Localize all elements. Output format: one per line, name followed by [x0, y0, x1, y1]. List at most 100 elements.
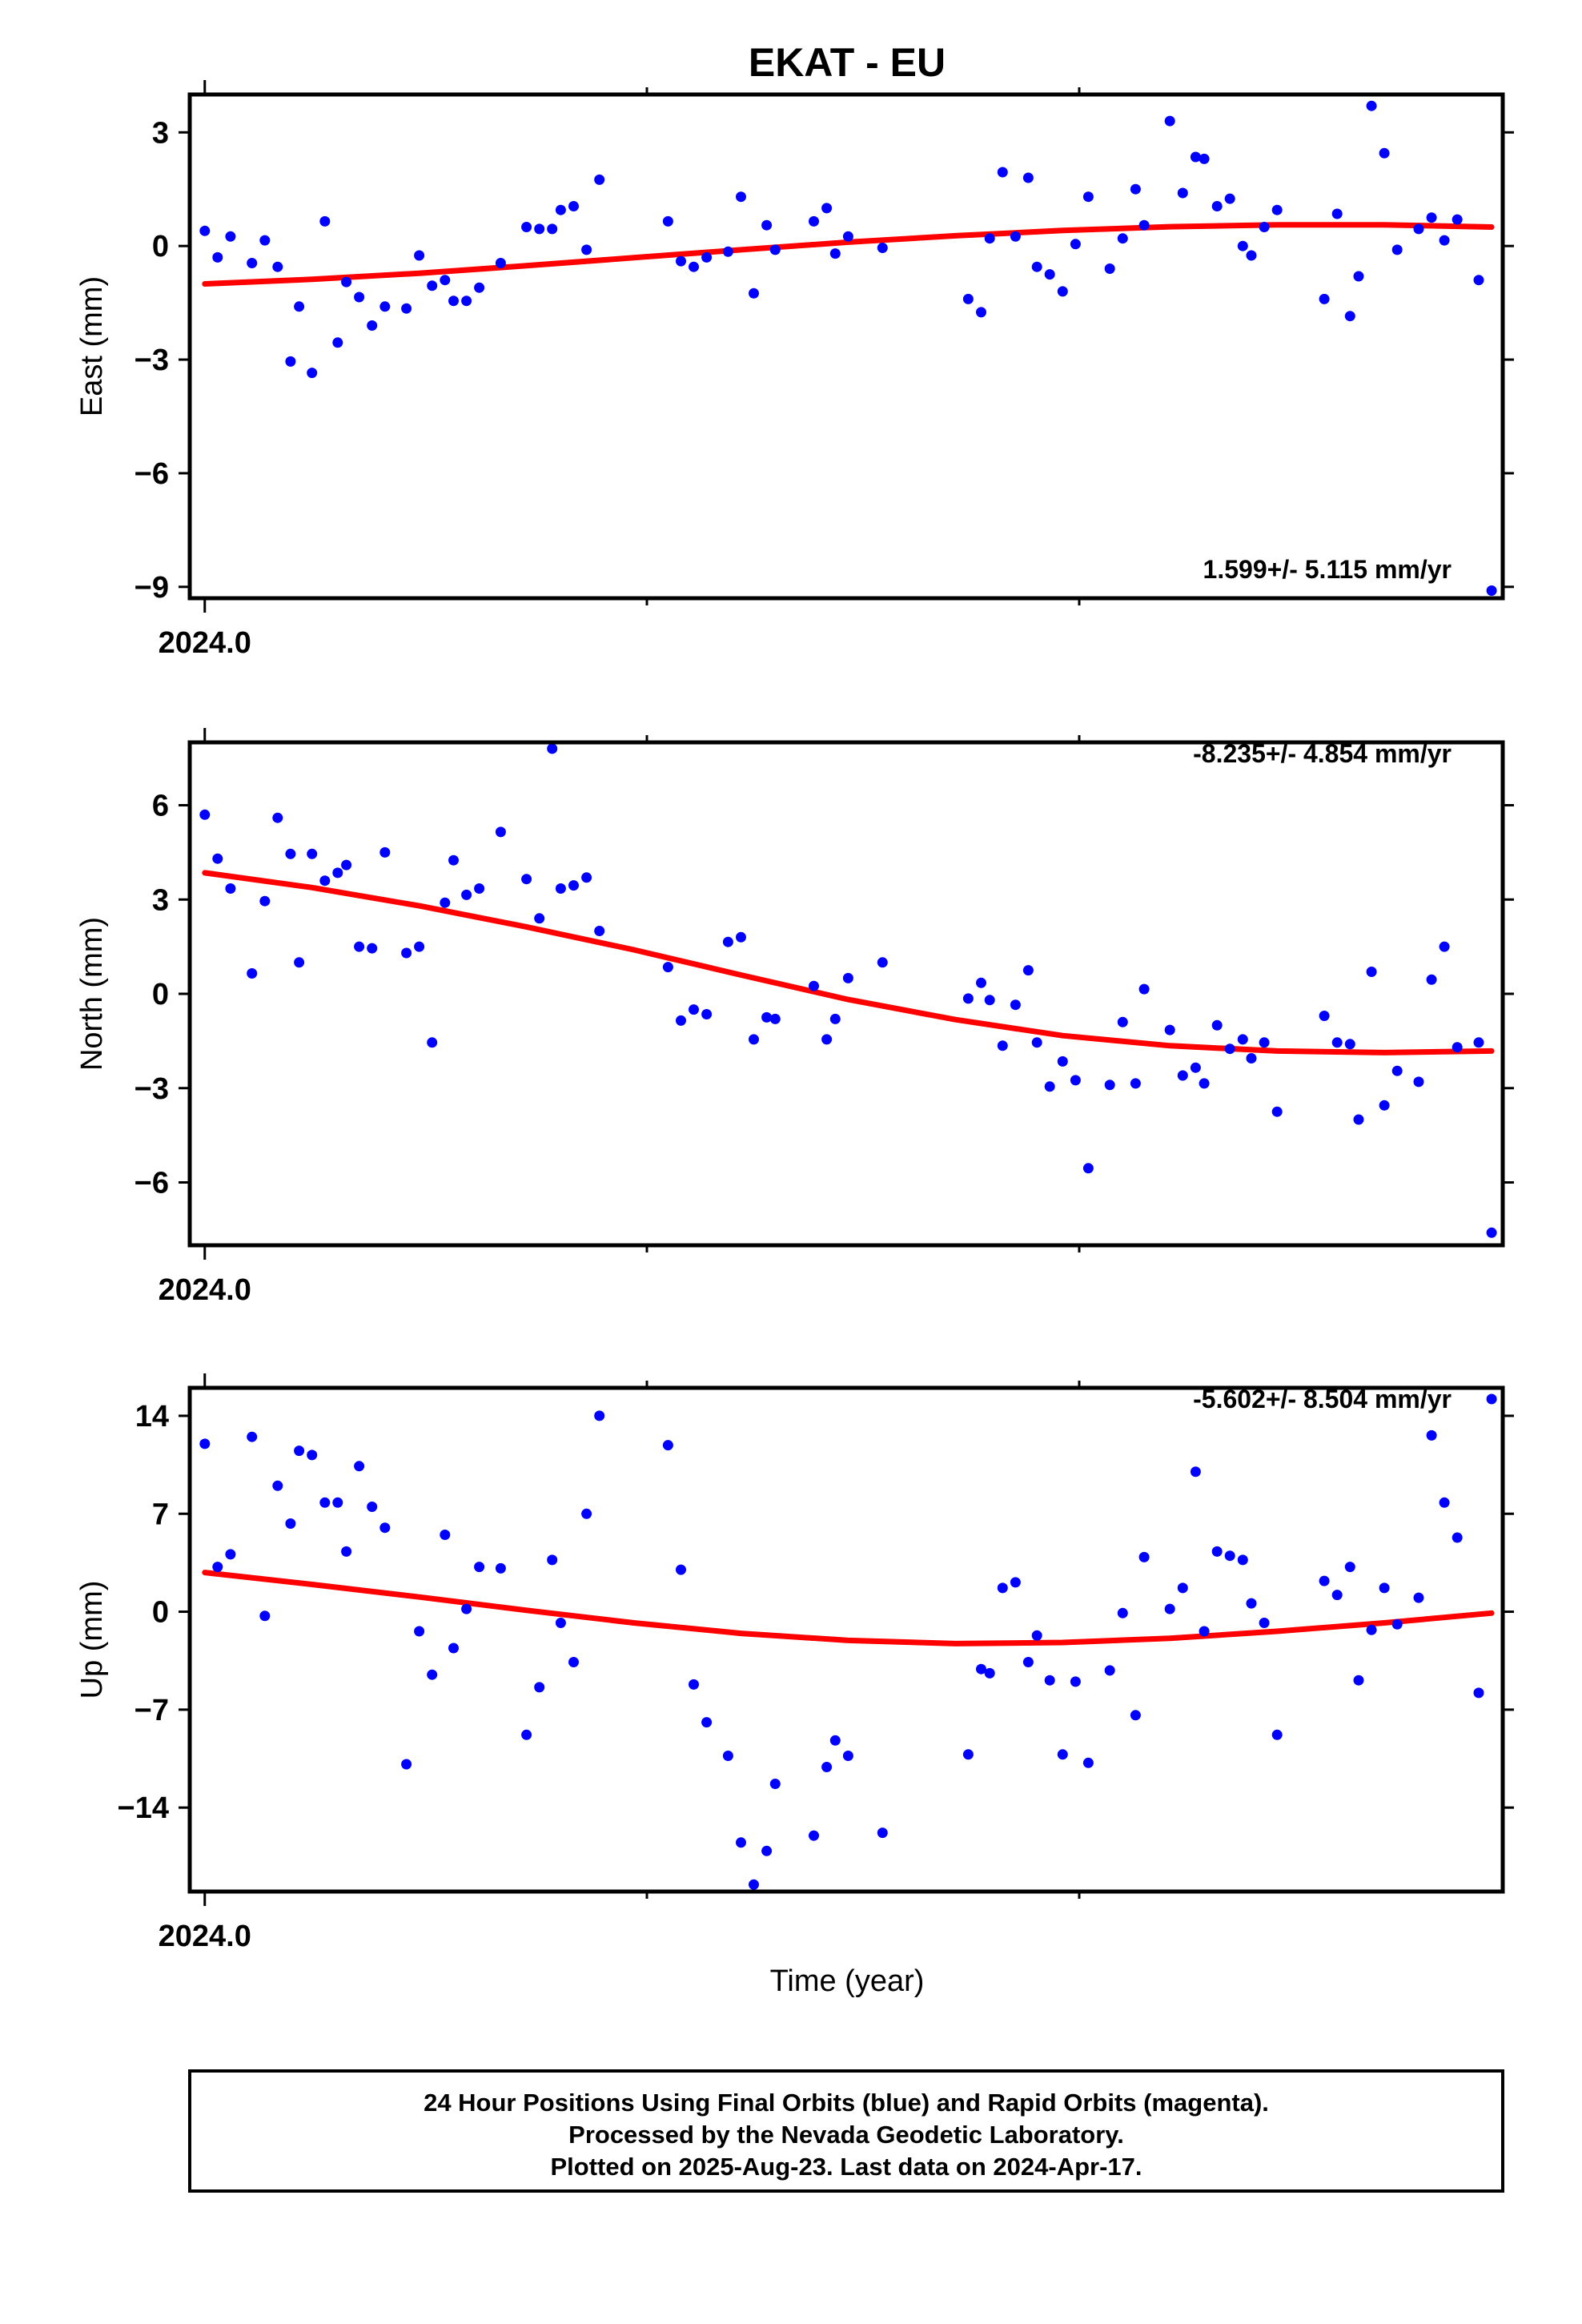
panel-1-data-point — [474, 282, 485, 293]
panel-3-data-point — [1246, 1598, 1257, 1609]
panel-3-data-point — [461, 1603, 472, 1614]
panel-3-data-point — [448, 1642, 459, 1654]
panel-3-data-point — [1211, 1546, 1223, 1557]
panel-1-data-point — [1391, 244, 1403, 255]
panel-1-data-point — [341, 276, 352, 287]
panel-1-data-point — [769, 244, 781, 255]
footer-box: 24 Hour Positions Using Final Orbits (bl… — [188, 2069, 1504, 2193]
panel-1-data-point — [1452, 214, 1463, 225]
panel-3-data-point — [1452, 1532, 1463, 1543]
panel-3-data-point — [212, 1562, 223, 1573]
panel-1-data-point — [1164, 115, 1175, 127]
panel-2-data-point — [272, 812, 283, 823]
panel-2-data-point — [761, 1011, 773, 1023]
panel-2-data-point — [1391, 1065, 1403, 1076]
panel-2-data-point — [877, 957, 888, 968]
panel-2-xtick-label: 2024.0 — [159, 1273, 251, 1307]
panel-1-data-point — [367, 320, 378, 331]
panel-3-data-point — [1117, 1607, 1128, 1618]
panel-3-data-point — [962, 1749, 974, 1760]
panel-1-ytick-label: −6 — [135, 457, 169, 491]
panel-3-data-point — [809, 1830, 819, 1841]
panel-3-xtick-label: 2024.0 — [159, 1920, 251, 1953]
panel-3-data-point — [379, 1522, 391, 1534]
panel-3-data-point — [495, 1562, 506, 1574]
panel-2-data-point — [1486, 1227, 1497, 1238]
panel-2-data-point — [1070, 1075, 1081, 1086]
panel-3-data-point — [341, 1546, 352, 1557]
panel-3-data-point — [272, 1480, 283, 1491]
panel-2-data-point — [962, 993, 974, 1004]
panel-1-frame — [187, 92, 1505, 601]
panel-1-ytick-label: −9 — [135, 571, 169, 605]
panel-3-data-point — [354, 1461, 365, 1472]
panel-3-data-point — [534, 1682, 545, 1693]
panel-3-data-point — [1319, 1575, 1330, 1586]
panel-2-data-point — [689, 1004, 699, 1015]
panel-3-data-point — [555, 1618, 566, 1628]
panel-2-data-point — [427, 1037, 438, 1048]
panel-2-data-point — [1413, 1076, 1424, 1088]
panel-2-data-point — [1271, 1106, 1283, 1117]
panel-1-data-point — [379, 301, 391, 312]
panel-3-data-point — [1164, 1603, 1175, 1614]
panel-2-data-point — [594, 926, 605, 936]
panel-1-xtick-label: 2024.0 — [159, 626, 251, 660]
panel-1-data-point — [1138, 219, 1150, 231]
panel-2-data-point — [307, 848, 318, 859]
panel-2-data-point — [401, 947, 412, 959]
panel-1-data-point — [1353, 271, 1364, 282]
panel-2-data-point — [976, 977, 986, 988]
panel-2-data-point — [1331, 1037, 1343, 1048]
panel-2-data-point — [332, 867, 343, 879]
panel-1-data-point — [414, 250, 425, 261]
panel-2-frame — [187, 740, 1505, 1248]
panel-1-data-point — [1426, 212, 1437, 223]
panel-2-data-point — [247, 968, 258, 979]
panel-3-data-point — [1391, 1618, 1403, 1630]
panel-2-data-point — [1473, 1037, 1484, 1048]
panel-2-data-point — [1138, 983, 1150, 995]
panel-1-data-point — [749, 287, 759, 299]
panel-2-data-point — [379, 846, 391, 858]
panel-2-data-point — [662, 962, 673, 973]
panel-1-data-point — [427, 280, 438, 292]
panel-1-data-point — [495, 258, 506, 268]
panel-3-data-point — [1439, 1497, 1450, 1508]
panel-2-data-point — [1022, 965, 1034, 976]
panel-1: 3 0 −3 −6 −9 2024.0 East (mm) 1.599+/- 5.115 mm… — [75, 80, 1514, 660]
panel-1-data-point — [976, 307, 986, 318]
panel-3-data-point — [842, 1751, 853, 1761]
panel-2-data-point — [319, 875, 331, 887]
panel-1-data-point — [1022, 172, 1034, 183]
panel-1-data-point — [1224, 193, 1235, 204]
panel-2-data-point — [1031, 1037, 1042, 1048]
panel-3-data-point — [1138, 1551, 1150, 1562]
panel-1-data-point — [1104, 263, 1115, 274]
panel-2-data-point — [1353, 1114, 1364, 1125]
footer-line-3: Plotted on 2025-Aug-23. Last data on 202… — [550, 2153, 1142, 2181]
panel-3-frame — [187, 1385, 1505, 1894]
footer-line-1: 24 Hour Positions Using Final Orbits (bl… — [424, 2089, 1269, 2117]
panel-1-data-point — [319, 215, 331, 227]
panel-2-data-point — [736, 931, 746, 943]
panel-1-data-point — [1237, 240, 1248, 251]
panel-3-data-point — [594, 1410, 605, 1421]
panel-3-data-point — [1082, 1757, 1094, 1768]
panel-2-data-point — [1379, 1100, 1390, 1111]
panel-1-data-point — [1057, 286, 1068, 297]
panel-3-data-point — [1237, 1554, 1248, 1566]
panel-2-data-point — [842, 972, 853, 983]
x-axis-label: Time (year) — [770, 1964, 925, 1998]
panel-1-data-point — [1473, 275, 1484, 286]
panel-2-data-point — [1164, 1024, 1175, 1035]
panel-1-data-point — [1044, 269, 1055, 280]
panel-1-data-point — [1486, 585, 1497, 596]
panel-2-data-point — [199, 809, 211, 820]
panel-2-data-point — [1439, 941, 1450, 952]
panel-3-data-point — [1473, 1687, 1484, 1699]
panel-2-data-point — [1104, 1080, 1115, 1091]
panel-1-data-point — [842, 231, 853, 242]
panel-3-data-point — [1010, 1577, 1021, 1588]
